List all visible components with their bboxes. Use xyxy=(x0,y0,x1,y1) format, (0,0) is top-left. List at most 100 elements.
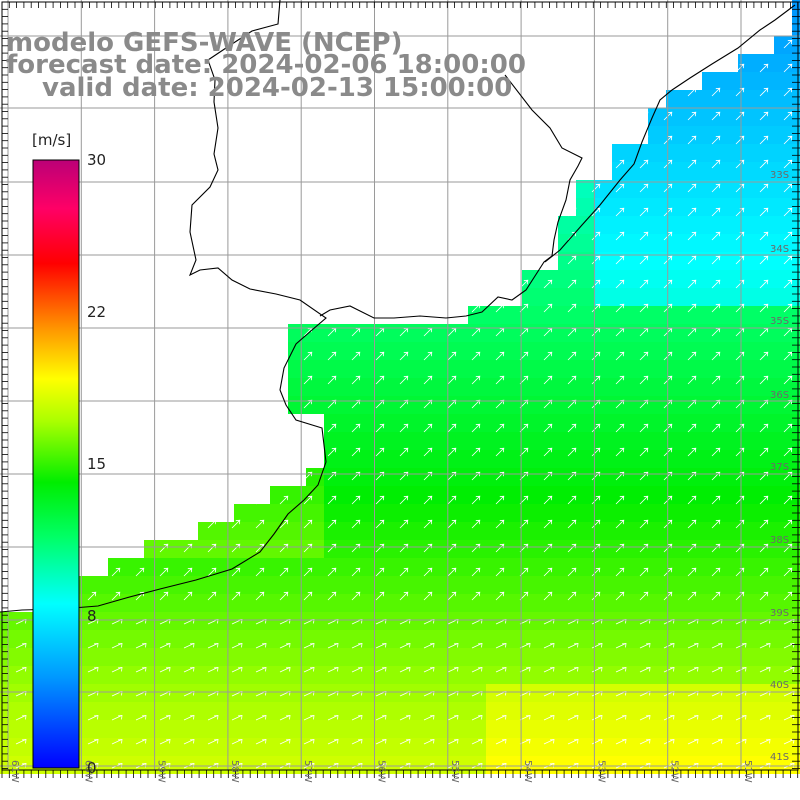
wind-cell xyxy=(720,720,738,738)
wind-cell xyxy=(378,738,396,756)
wind-arrow xyxy=(759,666,771,673)
wind-cell xyxy=(144,558,162,576)
wind-arrow xyxy=(591,279,601,289)
wind-cell xyxy=(630,738,648,756)
wind-arrow xyxy=(711,375,721,385)
wind-cell xyxy=(648,576,666,594)
wind-cell xyxy=(270,486,288,504)
wind-cell xyxy=(702,432,720,450)
wind-cell xyxy=(594,378,612,396)
wind-arrow xyxy=(351,375,361,385)
wind-cell xyxy=(234,648,252,666)
wind-cell xyxy=(774,450,792,468)
wind-cell xyxy=(504,306,522,324)
wind-cell xyxy=(198,522,216,540)
wind-cell xyxy=(198,540,216,558)
wind-cell xyxy=(396,720,414,738)
wind-cell xyxy=(738,504,756,522)
wind-arrow xyxy=(327,567,337,577)
wind-cell xyxy=(630,252,648,270)
wind-cell xyxy=(666,180,684,198)
wind-cell xyxy=(666,306,684,324)
wind-cell xyxy=(540,576,558,594)
wind-cell xyxy=(504,396,522,414)
wind-cell xyxy=(486,684,504,702)
wind-arrow xyxy=(423,738,435,745)
wind-arrow xyxy=(567,567,577,577)
wind-arrow xyxy=(687,375,697,385)
wind-cell xyxy=(324,468,342,486)
wind-arrow xyxy=(303,375,313,385)
wind-arrow xyxy=(687,495,697,505)
wind-cell xyxy=(684,180,702,198)
wind-arrow xyxy=(687,642,699,649)
wind-cell xyxy=(162,540,180,558)
wind-cell xyxy=(126,558,144,576)
wind-arrow xyxy=(399,375,409,385)
wind-cell xyxy=(666,144,684,162)
wind-cell xyxy=(216,558,234,576)
wind-arrow xyxy=(567,351,577,361)
wind-cell xyxy=(396,756,414,774)
wind-arrow xyxy=(423,642,435,649)
wind-cell xyxy=(522,414,540,432)
wind-cell xyxy=(360,378,378,396)
wind-cell xyxy=(702,468,720,486)
wind-cell xyxy=(720,468,738,486)
wind-arrow xyxy=(87,738,99,745)
lon-label: 56W xyxy=(376,760,387,783)
wind-arrow xyxy=(471,591,481,601)
axis-ticks xyxy=(1,1,800,778)
wind-arrow xyxy=(687,183,697,193)
wind-cell xyxy=(594,198,612,216)
wind-cell xyxy=(0,648,18,666)
lon-label: 54W xyxy=(522,760,533,783)
wind-arrow xyxy=(111,642,123,649)
lon-label: 57W xyxy=(302,760,313,783)
wind-cell xyxy=(18,666,36,684)
wind-cell xyxy=(720,324,738,342)
wind-cell xyxy=(792,216,800,234)
wind-arrow xyxy=(759,591,769,601)
wind-cell xyxy=(540,594,558,612)
wind-cell xyxy=(306,738,324,756)
wind-cell xyxy=(234,522,252,540)
wind-cell xyxy=(342,522,360,540)
wind-cell xyxy=(774,504,792,522)
wind-cell xyxy=(612,576,630,594)
wind-arrow xyxy=(375,738,387,745)
wind-cell xyxy=(414,666,432,684)
wind-cell xyxy=(288,738,306,756)
wind-arrow xyxy=(711,519,721,529)
wind-cell xyxy=(234,738,252,756)
wind-cell xyxy=(558,756,576,774)
wind-cell xyxy=(288,378,306,396)
wind-cell xyxy=(522,558,540,576)
wind-cell xyxy=(0,684,18,702)
wind-cell xyxy=(558,360,576,378)
wind-cell xyxy=(414,378,432,396)
wind-arrow xyxy=(351,495,361,505)
wind-arrow xyxy=(495,351,505,361)
wind-arrow xyxy=(183,591,193,601)
wind-cell xyxy=(234,558,252,576)
wind-cell xyxy=(684,486,702,504)
wind-cell xyxy=(558,720,576,738)
wind-cell xyxy=(612,198,630,216)
wind-cell xyxy=(486,342,504,360)
wind-arrow xyxy=(591,183,601,193)
wind-cell xyxy=(738,720,756,738)
wind-cell xyxy=(774,54,792,72)
wind-cell xyxy=(360,540,378,558)
wind-cell xyxy=(540,468,558,486)
wind-arrow xyxy=(687,159,697,169)
wind-arrow xyxy=(711,642,723,649)
wind-cell xyxy=(432,720,450,738)
wind-cell xyxy=(504,576,522,594)
wind-cell xyxy=(486,702,504,720)
wind-cell xyxy=(558,378,576,396)
wind-cell xyxy=(720,216,738,234)
wind-cell xyxy=(414,594,432,612)
wind-arrow xyxy=(279,738,291,745)
wind-cell xyxy=(648,108,666,126)
